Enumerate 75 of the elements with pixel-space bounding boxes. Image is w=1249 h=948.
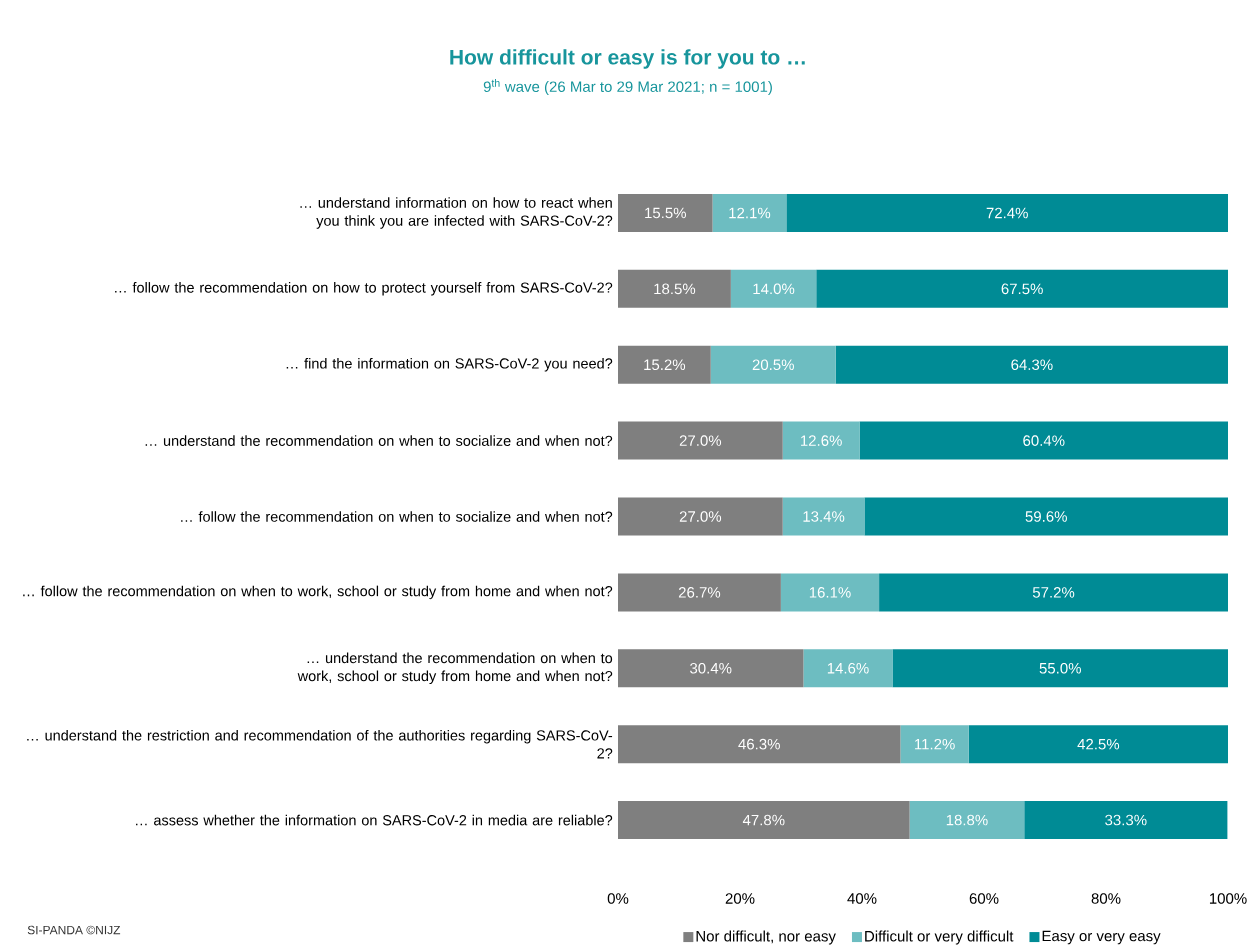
- data-label: 20.5%: [752, 359, 794, 371]
- bar: [782, 497, 865, 536]
- data-label: 11.2%: [915, 738, 955, 750]
- data-label: 33.3%: [1105, 814, 1147, 826]
- bar: [892, 649, 1229, 688]
- y-tick-label: … understand the recommendation on when to socialize and when not?: [145, 435, 613, 446]
- data-label: 55.0%: [1039, 662, 1081, 674]
- x-tick-label: 80%: [1091, 893, 1121, 904]
- bar: [618, 725, 901, 764]
- bar: [710, 345, 836, 384]
- data-label: 46.3%: [738, 738, 780, 750]
- bar: [618, 345, 711, 384]
- data-label: 72.4%: [986, 207, 1028, 219]
- data-label: 60.4%: [1023, 435, 1065, 446]
- data-label: 12.6%: [801, 435, 842, 446]
- bar: [864, 497, 1229, 536]
- chart-title: How difficult or easy is for you to …: [450, 49, 805, 69]
- data-label: 15.2%: [644, 359, 686, 371]
- bar: [859, 421, 1229, 460]
- bar: [618, 573, 781, 612]
- y-tick-label: … follow the recommendation on how to protect yourself from SARS-CoV-2?: [115, 282, 613, 296]
- bar: [1024, 801, 1228, 840]
- x-tick-label: 40%: [847, 893, 877, 904]
- legend-label: Difficult or very difficult: [865, 930, 1014, 945]
- bar: [618, 497, 783, 536]
- y-tick-label: … follow the recommendation on when to socialize and when not?: [181, 511, 613, 522]
- bar: [780, 573, 880, 612]
- bar: [803, 649, 893, 688]
- data-label: 12.1%: [729, 207, 771, 219]
- data-label: 64.3%: [1011, 359, 1053, 371]
- data-label: 47.8%: [742, 814, 785, 826]
- data-label: 67.5%: [1001, 283, 1043, 295]
- bar: [786, 193, 1229, 232]
- bar: [782, 421, 860, 460]
- data-label: 16.1%: [809, 587, 851, 598]
- y-tick-label: … understand the restriction and recommendation of the authorities regarding SARS-CoV-2?: [27, 729, 613, 759]
- x-tick-label: 0%: [607, 893, 629, 904]
- bar: [900, 725, 969, 764]
- x-tick-label: 100%: [1209, 893, 1247, 904]
- y-tick-label: … follow the recommendation on when to work, school or study from home and when not?: [23, 585, 613, 600]
- bar: [618, 801, 910, 840]
- bar: [730, 269, 817, 308]
- legend-label: Nor difficult, nor easy: [696, 930, 836, 945]
- data-label: 13.4%: [803, 511, 845, 522]
- legend-label: Easy or very easy: [1042, 930, 1161, 945]
- bar: [835, 345, 1229, 384]
- x-tick-label: 60%: [969, 893, 999, 904]
- bar: [618, 269, 731, 308]
- data-label: 26.7%: [678, 587, 721, 598]
- y-tick-label: … find the information on SARS-CoV-2 you need?: [286, 357, 613, 372]
- bar: [618, 421, 783, 460]
- data-label: 27.0%: [679, 435, 722, 446]
- chart-subtitle: 9$^{th}$ wave (26 Mar to 29 Mar 2021; n = 1001): [483, 79, 772, 95]
- bar: [712, 193, 787, 232]
- y-tick-label: … understand information on how to react when you think you are infected with SARS-CoV-2?: [300, 197, 613, 229]
- bar: [618, 649, 804, 688]
- data-label: 42.5%: [1077, 738, 1120, 750]
- bar: [618, 193, 713, 232]
- data-label: 27.0%: [679, 511, 722, 522]
- data-label: 30.4%: [690, 662, 732, 674]
- bar: [968, 725, 1229, 764]
- bar: [909, 801, 1025, 840]
- bar: [816, 269, 1229, 308]
- data-label: 15.5%: [645, 207, 687, 219]
- data-label: 14.6%: [827, 662, 869, 674]
- data-label: 59.6%: [1025, 511, 1067, 522]
- data-label: 18.8%: [946, 814, 988, 826]
- data-label: 57.2%: [1032, 587, 1075, 598]
- text: SI-PANDA ©NIJZ: [27, 925, 121, 935]
- x-tick-label: 20%: [725, 893, 755, 904]
- data-label: 14.0%: [753, 283, 795, 295]
- data-label: 18.5%: [654, 283, 696, 295]
- bar: [879, 573, 1229, 612]
- y-tick-label: … understand the recommendation on when to work, school or study from home and when not?: [297, 652, 613, 685]
- y-tick-label: … assess whether the information on SARS-CoV-2 in media are reliable?: [136, 814, 613, 826]
